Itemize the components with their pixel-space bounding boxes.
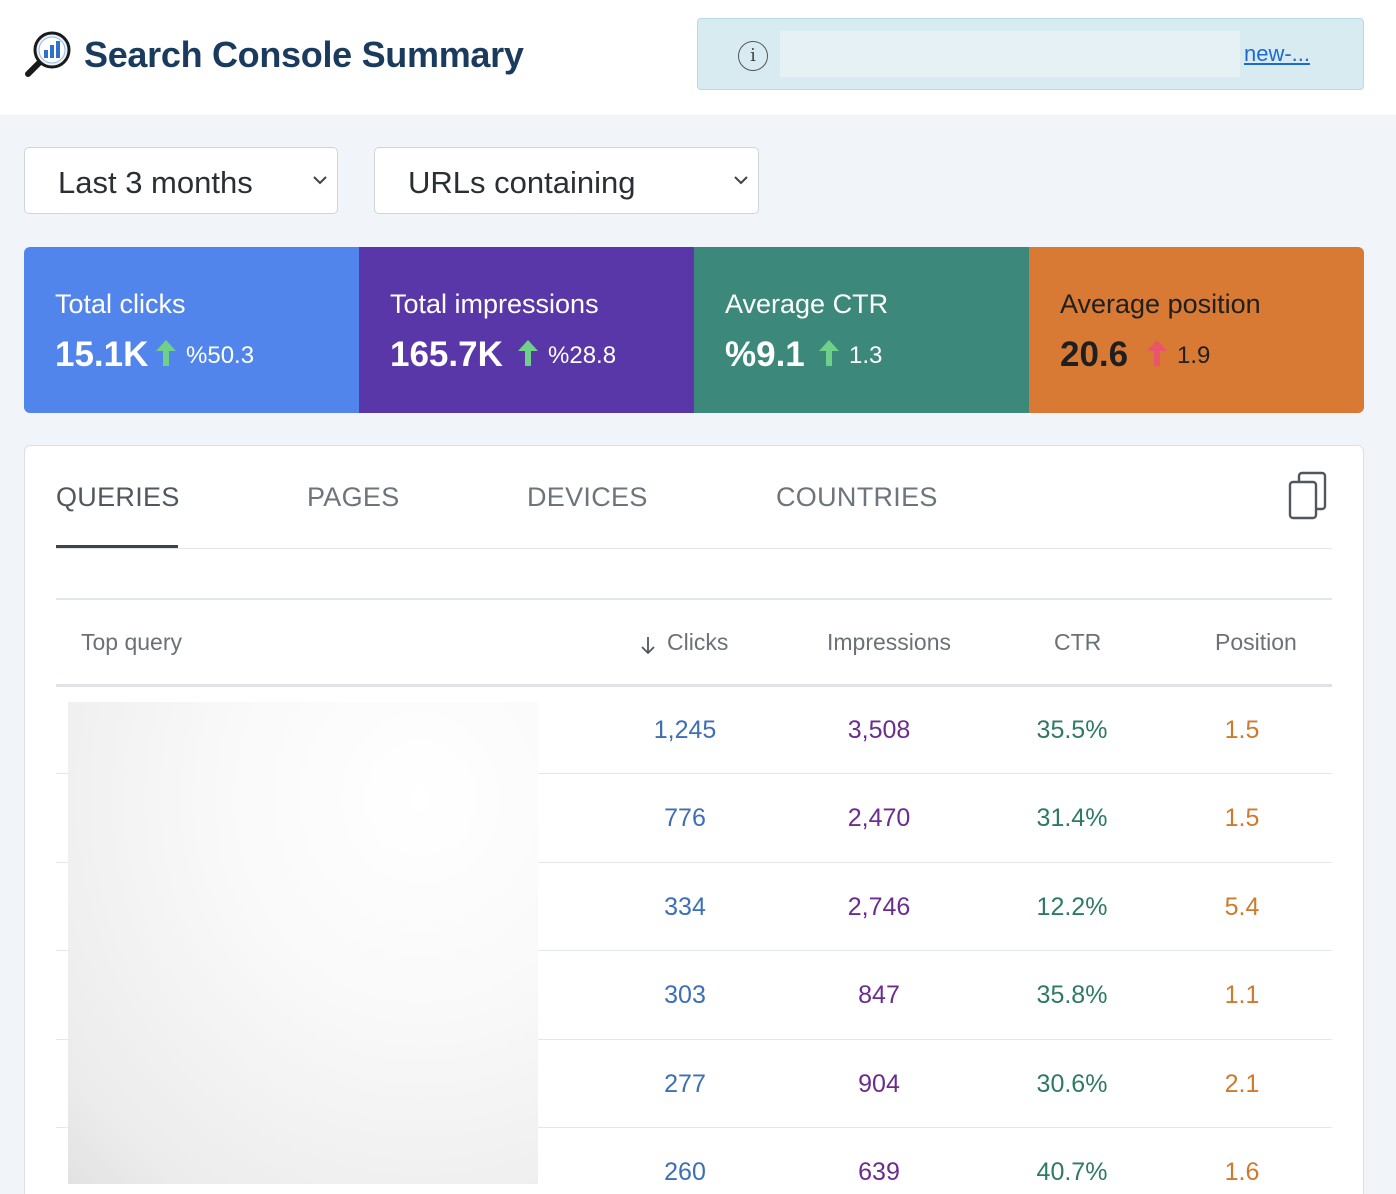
stat-label: Total impressions [390,289,599,319]
cell-clicks: 277 [664,1070,706,1098]
cell-ctr: 31.4% [1036,804,1108,832]
search-analytics-icon [25,31,71,77]
cell-position: 1.1 [1224,981,1260,1009]
stat-value: 165.7K [390,335,503,374]
stat-change: %50.3 [186,342,255,369]
stat-label: Average CTR [725,289,889,319]
chevron-down-icon [734,176,748,185]
arrow-up-icon [156,340,176,366]
column-header-position[interactable]: Position [1215,629,1297,655]
stat-change: %28.8 [548,342,617,369]
cell-ctr: 35.5% [1036,716,1108,744]
report-panel: QUERIES PAGES DEVICES COUNTRIES Top quer… [24,445,1364,1194]
cell-clicks: 1,245 [653,716,717,744]
tab-queries[interactable]: QUERIES [56,482,180,512]
column-header-impressions[interactable]: Impressions [827,629,951,655]
arrow-up-icon [819,340,839,366]
stat-change: 1.9 [1177,342,1211,369]
column-header-query[interactable]: Top query [81,629,183,655]
column-header-ctr[interactable]: CTR [1054,629,1102,655]
stat-value: 15.1K [55,335,149,374]
tab-countries[interactable]: COUNTRIES [776,482,938,512]
cell-impressions: 639 [858,1158,900,1186]
cell-clicks: 303 [664,981,706,1009]
cell-ctr: 30.6% [1036,1070,1108,1098]
row-divider [56,950,1332,951]
table-top-border [56,598,1332,600]
cell-position: 1.5 [1224,716,1260,744]
arrow-up-icon [1147,340,1167,366]
header-divider [56,684,1332,687]
stat-total-clicks: Total clicks 15.1K %50.3 [24,247,359,413]
cell-impressions: 904 [858,1070,900,1098]
cell-impressions: 2,470 [847,804,911,832]
cell-position: 5.4 [1224,893,1260,921]
cell-ctr: 40.7% [1036,1158,1108,1186]
cell-impressions: 2,746 [847,893,911,921]
tabs-divider [56,548,1332,549]
url-filter-select[interactable]: URLs containing [374,147,759,214]
date-range-select[interactable]: Last 3 months [24,147,338,214]
chevron-down-icon [313,176,327,185]
notice-link[interactable]: new-... [1244,41,1311,66]
stat-value: 20.6 [1060,335,1129,374]
cell-ctr: 12.2% [1036,893,1108,921]
stat-total-impressions: Total impressions 165.7K %28.8 [359,247,694,413]
header: Search Console Summary i new-... [0,0,1396,115]
stat-value: %9.1 [725,335,805,374]
active-tab-indicator [56,545,178,548]
cell-ctr: 35.8% [1036,981,1108,1009]
stats-row: Total clicks 15.1K %50.3 Total impressio… [24,247,1364,413]
copy-icon[interactable] [1287,471,1329,521]
stat-average-ctr: Average CTR %9.1 1.3 [694,247,1029,413]
cell-impressions: 3,508 [847,716,911,744]
notice-banner: i new-... [697,18,1364,90]
info-icon: i [738,41,768,71]
redacted-notice-text [780,31,1240,77]
row-divider [56,773,1332,774]
row-divider [56,1127,1332,1128]
cell-position: 1.6 [1224,1158,1260,1186]
cell-impressions: 847 [858,981,900,1009]
redacted-query-column [68,702,538,1184]
stat-average-position: Average position 20.6 1.9 [1029,247,1364,413]
stat-label: Average position [1060,289,1261,319]
row-divider [56,1039,1332,1040]
arrow-up-icon [518,340,538,366]
url-filter-value: URLs containing [408,165,636,200]
column-header-clicks[interactable]: Clicks [667,629,729,655]
stat-change: 1.3 [849,342,883,369]
cell-clicks: 260 [664,1158,706,1186]
cell-clicks: 334 [664,893,706,921]
sort-down-icon[interactable] [639,635,657,655]
page-title: Search Console Summary [84,34,524,75]
cell-clicks: 776 [664,804,706,832]
tab-pages[interactable]: PAGES [307,482,400,512]
date-range-value: Last 3 months [58,165,253,200]
tab-devices[interactable]: DEVICES [527,482,648,512]
cell-position: 2.1 [1224,1070,1260,1098]
stat-label: Total clicks [55,289,186,319]
cell-position: 1.5 [1224,804,1260,832]
row-divider [56,862,1332,863]
